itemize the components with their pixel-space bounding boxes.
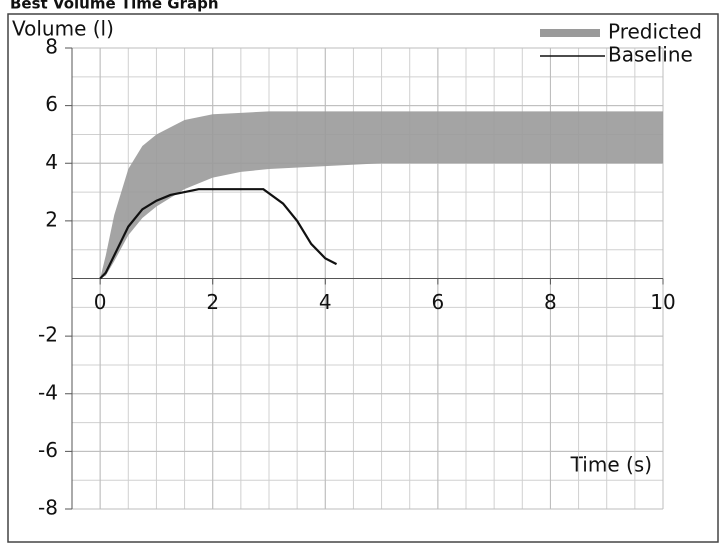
- x-tick-label: 0: [94, 290, 107, 314]
- y-tick-label: -8: [38, 496, 58, 520]
- legend-swatch: [540, 29, 600, 37]
- y-tick-label: -4: [38, 380, 58, 404]
- y-tick-label: 8: [45, 35, 58, 59]
- x-tick-label: 6: [431, 290, 444, 314]
- y-tick-label: 4: [45, 150, 58, 174]
- legend-label: Predicted: [608, 20, 702, 44]
- x-tick-label: 8: [544, 290, 557, 314]
- x-axis-label: Time (s): [570, 453, 652, 477]
- x-tick-label: 2: [206, 290, 219, 314]
- chart-title: Best Volume Time Graph: [10, 0, 219, 13]
- y-tick-label: -2: [38, 323, 58, 347]
- predicted-band: [100, 111, 663, 279]
- y-tick-label: -6: [38, 438, 58, 462]
- x-tick-label: 4: [319, 290, 332, 314]
- y-axis-label: Volume (l): [12, 17, 114, 41]
- y-tick-label: 6: [45, 92, 58, 116]
- legend-label: Baseline: [608, 43, 693, 67]
- x-tick-label: 10: [650, 290, 675, 314]
- y-tick-label: 2: [45, 207, 58, 231]
- baseline-line: [99, 188, 338, 280]
